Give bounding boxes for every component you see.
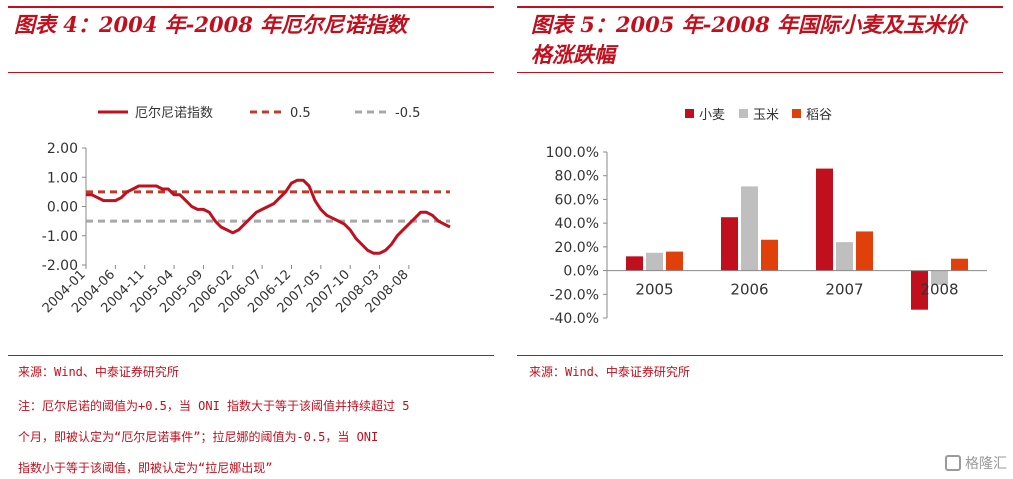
- y-tick-label: 2.00: [47, 141, 78, 157]
- oni-panel: 图表 4：2004 年-2008 年厄尔尼诺指数 厄尔尼诺指数 0.5 -0.5 2.…: [0, 0, 496, 479]
- x-category-label: 2008: [920, 281, 958, 299]
- y-tick-label: -40.0%: [549, 311, 599, 327]
- legend-swatch-1: [739, 109, 748, 118]
- legend-swatch-0: [685, 109, 694, 118]
- legend-swatch-2: [792, 109, 801, 118]
- watermark-logo-icon: [945, 455, 961, 471]
- bar-稻谷-2008: [951, 258, 968, 271]
- y-tick-label: 60.0%: [555, 192, 599, 208]
- note-line-1: 注：厄尔尼诺的阈值为+0.5，当 ONI 指数大于等于该阈值并持续超过 5: [18, 399, 410, 413]
- chart-title-line1: 图表 5：2005 年-2008 年国际小麦及玉米价: [531, 12, 967, 37]
- oni-line-chart: 厄尔尼诺指数 0.5 -0.52.001.000.00-1.00-2.002004-…: [40, 106, 451, 316]
- note-line-3: 指数小于等于该阈值，即被认定为“拉尼娜出现”: [18, 461, 273, 475]
- y-tick-label: 80.0%: [555, 169, 599, 185]
- x-category-label: 2005: [635, 281, 673, 299]
- chart-title-line2: 格涨跌幅: [531, 42, 615, 67]
- legend-upper-label: 0.5: [290, 106, 311, 121]
- legend-lower-label: -0.5: [395, 106, 420, 121]
- bar-玉米-2006: [741, 186, 758, 271]
- bar-玉米-2007: [836, 242, 853, 271]
- bar-玉米-2008: [931, 270, 948, 285]
- top-rule: [517, 6, 1003, 8]
- grain-panel: 图表 5：2005 年-2008 年国际小麦及玉米价 格涨跌幅 小麦 玉米 稻谷 10…: [517, 0, 1013, 479]
- source-rule: [8, 355, 494, 356]
- legend-label-0: 小麦: [699, 108, 725, 123]
- note-line-2: 个月，即被认定为“厄尔尼诺事件”；拉尼娜的阈值为-0.5，当 ONI: [18, 430, 379, 444]
- y-tick-label: 100.0%: [546, 145, 599, 161]
- y-tick-label: 40.0%: [555, 216, 599, 232]
- y-tick-label: 20.0%: [555, 240, 599, 256]
- source-rule: [517, 355, 1003, 356]
- y-tick-label: -1.00: [42, 229, 78, 245]
- bar-稻谷-2006: [761, 239, 778, 271]
- bar-稻谷-2007: [856, 231, 873, 271]
- bar-小麦-2006: [721, 217, 738, 271]
- grain-bar-chart: 小麦 玉米 稻谷 100.0% 80.0% 60.0% 40.0% 20.0% 0.0% -20.…: [546, 108, 987, 327]
- title-rule: [8, 72, 494, 73]
- watermark: 格隆汇: [945, 453, 1007, 473]
- oni-series-line: [86, 178, 451, 255]
- chart-title: 图表 4：2004 年-2008 年厄尔尼诺指数: [14, 12, 408, 37]
- y-tick-label: 0.0%: [563, 264, 599, 280]
- bar-小麦-2005: [626, 256, 643, 271]
- bar-稻谷-2005: [666, 251, 683, 271]
- y-tick-label: -2.00: [42, 258, 78, 274]
- top-rule: [8, 6, 494, 8]
- bar-玉米-2005: [646, 252, 663, 271]
- y-tick-label: 0.00: [47, 200, 78, 216]
- source-text: 来源：Wind、中泰证券研究所: [18, 365, 179, 379]
- legend-oni-label: 厄尔尼诺指数: [135, 106, 213, 121]
- y-tick-label: 1.00: [47, 170, 78, 186]
- title-rule: [517, 72, 1003, 73]
- bar-小麦-2007: [816, 168, 833, 271]
- legend-label-2: 稻谷: [806, 108, 832, 123]
- x-category-label: 2006: [730, 281, 768, 299]
- y-tick-label: -20.0%: [549, 287, 599, 303]
- x-category-label: 2007: [825, 281, 863, 299]
- bar-小麦-2008: [911, 270, 928, 310]
- source-text: 来源：Wind、中泰证券研究所: [529, 365, 690, 379]
- legend-label-1: 玉米: [753, 108, 779, 123]
